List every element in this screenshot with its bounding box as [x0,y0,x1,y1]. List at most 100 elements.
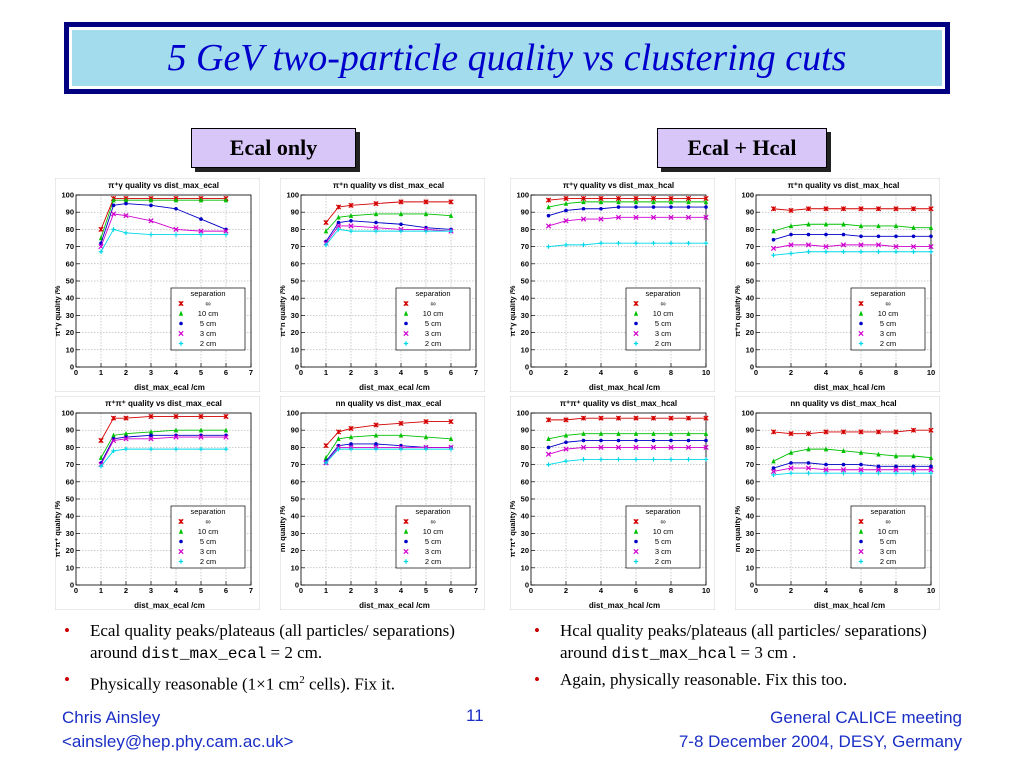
marker-point [876,234,881,239]
bullet-text-end: = 3 cm . [736,643,797,662]
marker-point [875,429,882,435]
x-tick-label: 8 [894,586,898,595]
marker-point [823,249,829,254]
legend-entry: 10 cm [423,527,443,536]
chart-legend: separation∞10 cm5 cm3 cm2 cm [170,505,246,569]
marker-point [823,221,829,227]
x-tick-label: 6 [449,368,453,377]
marker-point [633,528,639,534]
series-1 [771,221,934,234]
marker-point [789,461,793,465]
y-tick-label: 100 [741,191,754,200]
title-banner: 5 GeV two-particle quality vs clustering… [64,22,950,94]
x-tick-label: 6 [224,368,228,377]
x-tick-label: 8 [669,368,673,377]
legend-entry: 3 cm [200,547,216,556]
x-axis-label: dist_max_ecal /cm [134,383,205,392]
marker-point [148,232,154,237]
legend-box [625,287,701,351]
series-3 [545,444,709,457]
marker-point [148,446,154,452]
marker-point [788,449,794,455]
legend-entry: 10 cm [878,527,898,536]
marker-point [668,240,674,246]
footer-author-email[interactable]: <ainsley@hep.phy.cam.ac.uk> [62,732,294,751]
marker-point [148,197,154,203]
marker-point [563,195,569,202]
x-tick-label: 0 [754,586,758,595]
marker-point [348,228,354,234]
legend-entry: ∞ [885,299,890,308]
marker-point [323,443,329,449]
marker-point [788,431,794,437]
marker-point [633,444,639,451]
legend-entry: 3 cm [200,329,216,338]
marker-point [910,206,917,212]
marker-point [581,438,586,443]
y-tick-label: 0 [295,581,299,590]
series-line [548,446,706,455]
marker-point [423,211,429,217]
marker-point [599,206,603,211]
series-line [773,244,931,249]
y-tick-label: 0 [750,581,754,590]
x-tick-label: 4 [599,368,604,377]
legend-entry: 5 cm [200,537,216,546]
series-1 [98,427,229,460]
x-axis-label: dist_max_hcal /cm [814,601,885,610]
x-tick-label: 6 [449,586,453,595]
marker-point [651,438,656,443]
marker-point [403,528,409,534]
x-tick-label: 10 [702,586,710,595]
footer-meeting-date: 7-8 December 2004, DESY, Germany [678,732,962,751]
x-axis-label: dist_max_hcal /cm [589,383,660,392]
bullet-code: dist_max_ecal [141,645,267,663]
legend-box [850,505,926,569]
y-tick-label: 80 [66,443,74,452]
marker-point [685,415,692,421]
y-tick-label: 40 [521,294,529,303]
chart-title: π⁺γ quality vs dist_max_hcal [563,181,674,190]
series-0 [770,427,934,437]
marker-point [404,321,408,326]
series-4 [98,227,229,254]
legend-entry: 10 cm [423,309,443,318]
series-3 [545,214,709,229]
bullet-text-end: = 2 cm. [266,643,323,662]
marker-point [858,548,864,555]
marker-point [703,415,709,421]
legend-entry: 2 cm [200,339,216,348]
legend-entry: ∞ [205,299,210,308]
marker-point [178,548,184,555]
marker-point [403,559,409,564]
marker-point [928,243,934,250]
legend-entry: 10 cm [653,309,673,318]
marker-point [598,240,604,246]
series-4 [323,227,454,248]
bullet-item: • Again, physically reasonable. Fix this… [530,669,950,691]
marker-point [633,330,639,337]
y-tick-label: 10 [521,563,529,572]
marker-point [858,223,864,229]
y-tick-label: 10 [521,345,529,354]
y-tick-label: 30 [521,311,529,320]
marker-point [404,539,408,544]
y-tick-label: 100 [286,409,299,418]
y-tick-label: 20 [291,328,299,337]
legend-entry: 2 cm [425,339,441,348]
legend-entry: 3 cm [655,547,671,556]
marker-point [770,245,777,251]
marker-point [149,203,153,208]
marker-point [423,228,429,234]
x-tick-label: 4 [824,368,829,377]
x-tick-label: 2 [124,368,128,377]
marker-point [806,471,811,476]
marker-point [616,430,621,436]
marker-point [771,228,776,234]
marker-point [178,330,184,337]
marker-point [634,438,638,443]
y-tick-label: 50 [66,495,74,504]
y-tick-label: 0 [750,363,754,372]
marker-point [841,471,846,476]
y-tick-label: 80 [521,443,529,452]
